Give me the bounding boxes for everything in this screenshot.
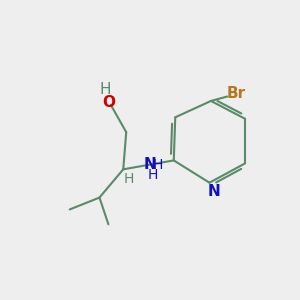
Text: H: H (148, 168, 158, 182)
Text: N: N (208, 184, 220, 199)
Text: O: O (102, 95, 115, 110)
Text: N: N (144, 158, 156, 172)
Text: H: H (123, 172, 134, 186)
Text: Br: Br (226, 86, 246, 101)
Text: H: H (99, 82, 111, 97)
Text: H: H (152, 158, 163, 172)
